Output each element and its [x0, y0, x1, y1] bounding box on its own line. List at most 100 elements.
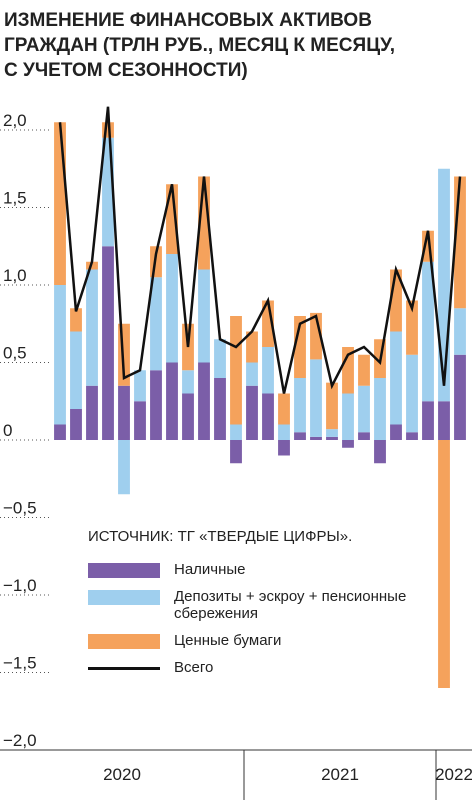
bar-segment — [358, 385, 370, 433]
y-tick-label: −1,5 — [3, 654, 37, 673]
bar-segment — [262, 393, 274, 440]
bar-segment — [422, 230, 434, 262]
bar-segment — [406, 432, 418, 440]
bar-segment — [390, 331, 402, 425]
bar-segment — [118, 440, 130, 495]
bar-segment — [310, 312, 322, 360]
bar-segment — [342, 347, 354, 394]
bar-segment — [182, 370, 194, 394]
chart-title: ИЗМЕНЕНИЕ ФИНАНСОВЫХ АКТИВОВ — [4, 10, 372, 31]
bar-segment — [134, 401, 146, 440]
legend-label: Ценные бумаги — [174, 632, 282, 649]
bar-segment — [198, 176, 210, 270]
bar-segment — [310, 359, 322, 437]
bar-segment — [230, 316, 242, 425]
bar-segment — [342, 393, 354, 440]
bar-segment — [166, 362, 178, 440]
bar-segment — [230, 440, 242, 464]
bar-segment — [438, 168, 450, 402]
bar-segment — [54, 122, 66, 285]
bar-segment — [262, 347, 274, 394]
bar-segment — [230, 424, 242, 440]
bar-segment — [214, 339, 226, 378]
bar-segment — [374, 378, 386, 440]
bar-segment — [294, 432, 306, 440]
legend-item: Всего — [88, 659, 418, 676]
x-group-label: 2021 — [321, 765, 359, 784]
bar-segment — [294, 378, 306, 433]
bar-segment — [454, 176, 466, 309]
bar-segment — [70, 308, 82, 332]
y-tick-label: 0,5 — [3, 344, 27, 363]
legend-swatch — [88, 590, 160, 605]
bar-segment — [358, 354, 370, 386]
bar-segment — [278, 393, 290, 425]
legend-item: Наличные — [88, 561, 418, 578]
bar-segment — [294, 316, 306, 378]
bar-segment — [102, 137, 114, 247]
y-tick-label: −2,0 — [3, 731, 37, 750]
bar-segment — [246, 385, 258, 440]
bar-segment — [246, 362, 258, 386]
bar-segment — [278, 424, 290, 440]
bar-segment — [310, 436, 322, 440]
bar-segment — [54, 424, 66, 440]
legend-label: Всего — [174, 659, 214, 676]
legend-swatch — [88, 634, 160, 649]
bar-segment — [406, 300, 418, 355]
bar-segment — [358, 432, 370, 440]
bar-segment — [70, 331, 82, 409]
y-tick-label: −0,5 — [3, 499, 37, 518]
y-tick-label: 0 — [3, 421, 12, 440]
bar-segment — [326, 382, 338, 430]
bar-segment — [86, 385, 98, 440]
bar-segment — [102, 122, 114, 138]
x-group-label: 2020 — [103, 765, 141, 784]
y-tick-label: −1,0 — [3, 576, 37, 595]
bar-segment — [70, 409, 82, 440]
bar-segment — [54, 285, 66, 425]
bar-segment — [406, 354, 418, 433]
bar-segment — [246, 331, 258, 363]
bar-segment — [390, 424, 402, 440]
bar-segment — [454, 354, 466, 440]
bar-segment — [150, 277, 162, 371]
chart-title: С УЧЕТОМ СЕЗОННОСТИ) — [4, 60, 248, 81]
bar-segment — [118, 323, 130, 386]
bar-segment — [102, 246, 114, 440]
legend-item: Ценные бумаги — [88, 632, 418, 649]
bar-segment — [134, 370, 146, 402]
bar-segment — [262, 300, 274, 347]
bar-segment — [166, 254, 178, 363]
legend-item: Депозиты + эскроу + пенсионные сбережени… — [88, 588, 418, 622]
bar-segment — [390, 269, 402, 332]
legend-swatch — [88, 667, 160, 670]
bar-segment — [326, 436, 338, 440]
bar-segment — [182, 393, 194, 440]
chart-title: ГРАЖДАН (ТРЛН РУБ., МЕСЯЦ К МЕСЯЦУ, — [4, 35, 395, 56]
legend-label: Депозиты + эскроу + пенсионные сбережени… — [174, 588, 407, 622]
bar-segment — [86, 269, 98, 386]
bar-segment — [454, 308, 466, 355]
bar-segment — [422, 401, 434, 440]
legend: ИСТОЧНИК: ТГ «ТВЕРДЫЕ ЦИФРЫ». Наличные Де… — [88, 528, 418, 686]
bar-segment — [422, 261, 434, 402]
y-tick-label: 1,5 — [3, 189, 27, 208]
legend-swatch — [88, 563, 160, 578]
bar-segment — [198, 269, 210, 363]
bar-segment — [438, 440, 450, 688]
bar-segment — [198, 362, 210, 440]
bar-segment — [342, 440, 354, 448]
x-group-label: 2022 — [435, 765, 472, 784]
bar-segment — [438, 401, 450, 440]
total-line — [58, 106, 462, 394]
bar-segment — [278, 440, 290, 456]
bar-segment — [214, 378, 226, 440]
bar-segment — [118, 385, 130, 440]
bar-segment — [374, 440, 386, 464]
bar-segment — [166, 184, 178, 254]
legend-label: Наличные — [174, 561, 246, 578]
y-tick-label: 2,0 — [3, 111, 27, 130]
